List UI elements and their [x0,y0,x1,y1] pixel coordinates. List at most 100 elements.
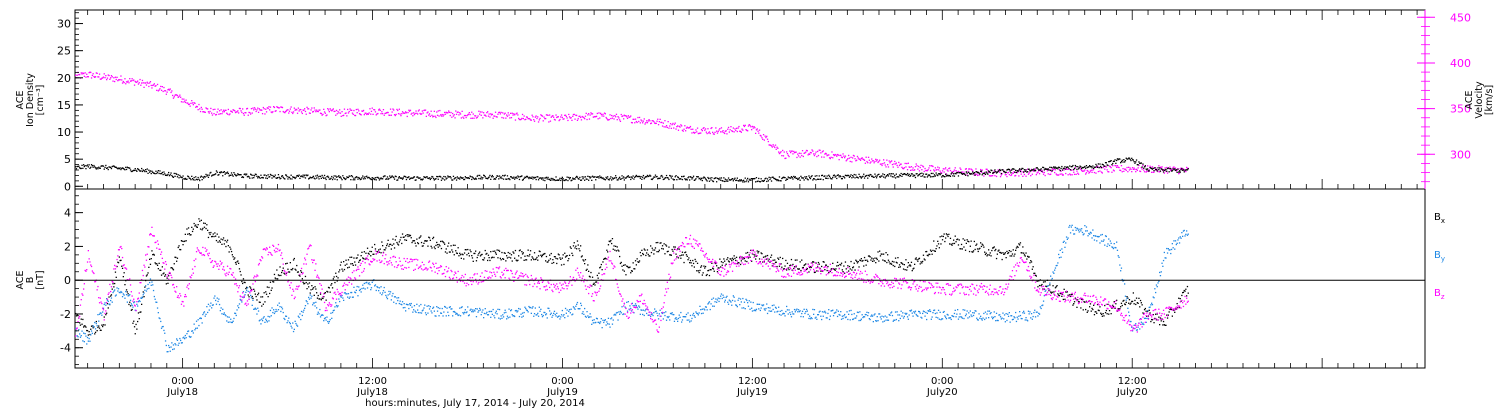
ion-density-point [1024,170,1026,172]
velocity-point [487,115,490,117]
velocity-point [805,149,808,152]
ion-density-point [1069,165,1071,167]
bx-point [77,315,79,317]
bx-point [1042,281,1045,283]
bx-point [720,266,722,268]
ion-density-point [564,179,567,181]
bx-point [525,259,528,261]
by-point [193,323,195,325]
bx-point [864,259,866,261]
velocity-point [986,168,988,170]
bx-point [1097,309,1099,311]
ion-density-point [669,174,671,177]
ion-density-point [316,177,318,179]
by-point [565,312,567,314]
bx-point [301,278,303,280]
bx-point [645,254,647,257]
bx-point [688,257,690,259]
ion-density-point [666,177,668,179]
velocity-point [1141,168,1143,170]
ion-density-point [1067,166,1069,168]
velocity-point [292,112,294,115]
by-point [235,314,237,317]
velocity-point [1091,171,1093,173]
bx-point [293,257,295,260]
ion-density-point [405,176,407,178]
ion-density-point [461,177,463,179]
ion-density-point [380,177,382,179]
by-point [387,294,389,296]
bx-point [505,260,507,262]
bx-point [300,270,302,272]
ion-density-point [611,179,613,181]
velocity-point [808,153,810,155]
ion-density-point [895,173,897,175]
ion-density-point [1086,166,1088,169]
velocity-point [542,120,544,122]
ion-density-point [847,174,849,176]
bx-point [389,243,392,245]
by-point [300,310,303,313]
ion-density-point [399,177,401,179]
bx-point [378,249,380,251]
bx-point [370,250,373,253]
velocity-point [809,151,812,154]
ion-density-point [227,172,229,175]
velocity-point [801,154,803,157]
bx-point [1085,308,1087,311]
bx-point [1073,303,1075,305]
velocity-point [228,114,230,116]
ion-density-point [1139,162,1142,164]
velocity-point [137,83,140,85]
ion-density-point [907,174,909,177]
bx-point [430,245,432,247]
ion-density-point [382,178,384,180]
by-point [418,305,420,307]
bx-point [917,260,919,262]
by-point [203,312,205,314]
velocity-point [565,115,567,118]
velocity-point [739,130,742,132]
bx-point [417,243,420,245]
bx-point [314,286,316,288]
ion-density-point [472,177,474,179]
bx-point [351,256,353,258]
bx-point [578,248,580,250]
bx-point [566,255,568,257]
ion-density-point [1085,165,1088,167]
bx-point [116,265,118,268]
ion-density-point [951,172,953,174]
bx-point [879,255,882,257]
ion-density-point [1115,162,1117,164]
velocity-point [466,115,468,117]
bx-point [226,241,228,243]
bx-point [229,246,231,248]
velocity-point [349,108,351,110]
ion-density-point [508,177,510,180]
ion-density-point [1028,168,1030,170]
by-point [330,312,332,314]
velocity-point [1162,169,1165,171]
ion-density-point [606,177,608,180]
ion-density-point [115,166,117,168]
bx-point [238,268,241,270]
bx-point [350,263,352,265]
ion-density-point [946,174,948,176]
velocity-point [339,109,341,111]
ion-density-point [239,174,241,176]
velocity-point [778,152,781,155]
ion-density-point [362,178,365,180]
velocity-point [645,122,647,124]
bx-point [889,263,891,265]
ion-density-point [1043,169,1045,171]
velocity-point [179,94,181,96]
by-point [498,308,501,311]
bx-point [874,257,876,259]
bx-point [558,254,560,256]
velocity-point [395,113,397,116]
velocity-point [393,109,395,111]
bx-point [584,259,587,261]
velocity-point [1075,173,1077,175]
by-point [96,325,98,327]
velocity-point [1172,166,1174,169]
